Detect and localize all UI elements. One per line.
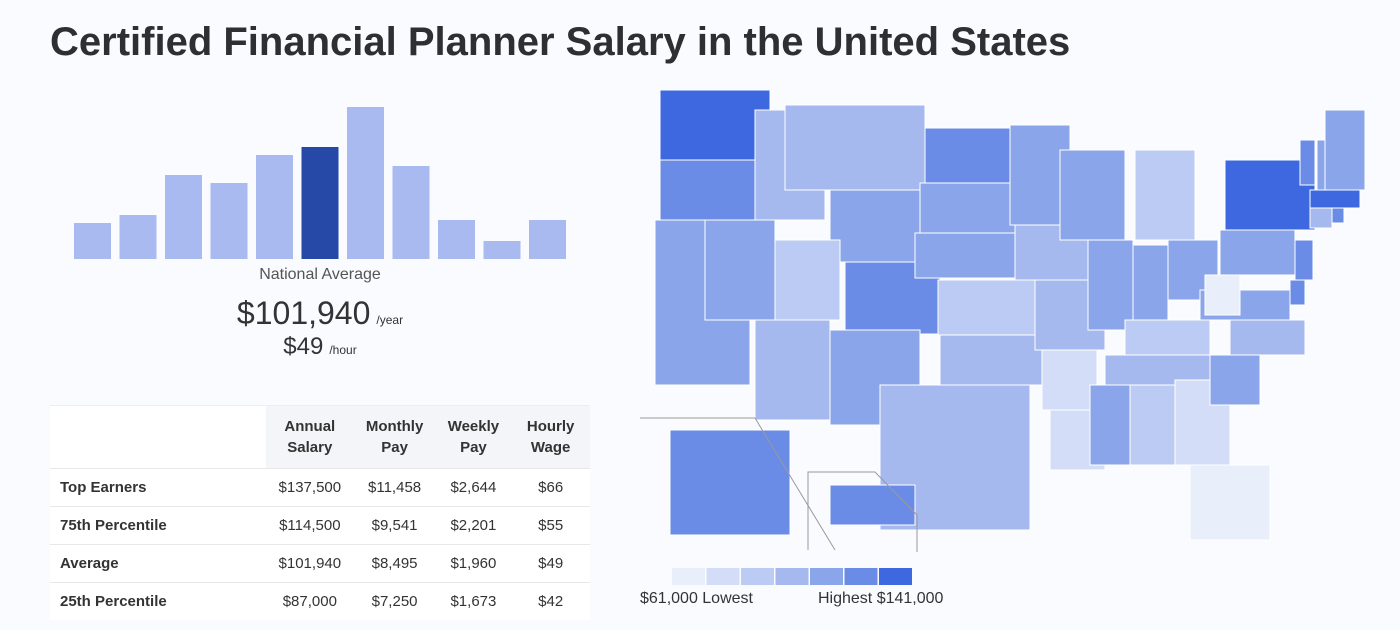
legend-swatch	[741, 568, 774, 585]
table-row: Average $101,940 $8,495 $1,960 $49	[50, 544, 590, 583]
state	[784, 104, 926, 191]
table-cell: $114,500	[266, 506, 354, 545]
state	[1134, 149, 1196, 241]
legend-swatch	[844, 568, 878, 585]
state	[829, 189, 921, 263]
national-label: National Average	[259, 266, 381, 283]
state	[669, 429, 791, 536]
histogram-bar	[210, 183, 248, 259]
table-cell: $87,000	[266, 582, 354, 620]
hourly-value: $49	[283, 333, 324, 360]
table-cell: $9,541	[353, 506, 436, 545]
histogram-bar	[301, 147, 339, 259]
state	[1124, 319, 1211, 356]
yearly-value: $101,940	[236, 295, 371, 331]
legend-low: $61,000 Lowest	[640, 590, 753, 607]
state	[1331, 207, 1345, 224]
legend-swatch	[810, 568, 843, 585]
state	[1309, 207, 1333, 229]
table-cell: $2,201	[435, 506, 512, 545]
histogram-bar	[438, 220, 475, 259]
yearly-unit: /year	[376, 313, 404, 327]
state	[1132, 244, 1169, 321]
legend-swatch	[879, 568, 912, 585]
legend-swatch	[775, 568, 809, 585]
state	[1089, 384, 1131, 466]
histogram-bar	[256, 155, 293, 259]
state	[924, 127, 1011, 184]
histogram-bar	[347, 107, 384, 259]
row-label: Average	[50, 544, 266, 583]
legend-high: Highest $141,000	[818, 590, 944, 607]
state	[937, 279, 1039, 336]
header-cell: Weekly Pay	[435, 405, 512, 469]
header-row: Annual Salary Monthly Pay Weekly Pay Hourly…	[50, 405, 590, 469]
histogram-bar	[483, 241, 521, 259]
state	[1129, 384, 1176, 466]
state	[1229, 319, 1306, 356]
table-cell: $7,250	[353, 582, 436, 620]
histogram-bar	[529, 220, 566, 259]
state	[1289, 279, 1306, 306]
state	[1324, 109, 1366, 191]
state	[1209, 354, 1261, 406]
row-label: 25th Percentile	[50, 582, 266, 620]
histogram-bar	[119, 215, 157, 259]
state	[1041, 349, 1098, 411]
table-cell: $11,458	[353, 468, 436, 507]
table-cell: $137,500	[266, 468, 354, 507]
table-row: 75th Percentile $114,500 $9,541 $2,201 $55	[50, 506, 590, 545]
table-cell: $66	[511, 468, 590, 507]
header-cell: Hourly Wage	[511, 405, 590, 469]
legend-swatch	[672, 568, 705, 585]
state	[1189, 464, 1271, 541]
state	[914, 232, 1021, 279]
state	[1294, 239, 1314, 281]
table-cell: $1,673	[435, 582, 512, 620]
state	[659, 159, 761, 221]
row-label: 75th Percentile	[50, 506, 266, 545]
row-label: Top Earners	[50, 468, 266, 507]
table-row: Top Earners $137,500 $11,458 $2,644 $66	[50, 468, 590, 507]
state	[1087, 239, 1134, 331]
table-row: 25th Percentile $87,000 $7,250 $1,673 $42	[50, 582, 590, 620]
state	[1059, 149, 1126, 241]
state	[829, 484, 916, 526]
state	[1299, 139, 1316, 186]
state	[939, 334, 1046, 386]
state	[1309, 189, 1361, 209]
table-cell: $1,960	[435, 544, 512, 583]
table-cell: $49	[511, 544, 590, 583]
table-cell: $42	[511, 582, 590, 620]
table-cell: $101,940	[266, 544, 354, 583]
hourly-salary: $49/hour	[170, 333, 470, 361]
state	[1219, 229, 1296, 276]
inset-border	[807, 471, 918, 552]
salary-table: Annual Salary Monthly Pay Weekly Pay Hourly…	[50, 405, 590, 620]
legend-swatch	[706, 568, 740, 585]
page-title: Certified Financial Planner Salary in th…	[50, 20, 1071, 64]
table-cell: $2,644	[435, 468, 512, 507]
yearly-salary: $101,940/year	[170, 295, 470, 332]
state	[919, 182, 1016, 234]
header-cell: Monthly Pay	[353, 405, 436, 469]
hourly-unit: /hour	[329, 343, 357, 357]
state	[659, 89, 771, 161]
state	[754, 319, 831, 421]
header-cell	[50, 405, 266, 469]
histogram-bar	[74, 223, 111, 259]
state	[774, 239, 841, 321]
state	[704, 219, 776, 321]
table-cell: $8,495	[353, 544, 436, 583]
state	[1204, 274, 1241, 316]
table-cell: $55	[511, 506, 590, 545]
histogram-bar	[165, 175, 202, 259]
histogram-bar	[392, 166, 430, 259]
header-cell: Annual Salary	[266, 405, 354, 469]
